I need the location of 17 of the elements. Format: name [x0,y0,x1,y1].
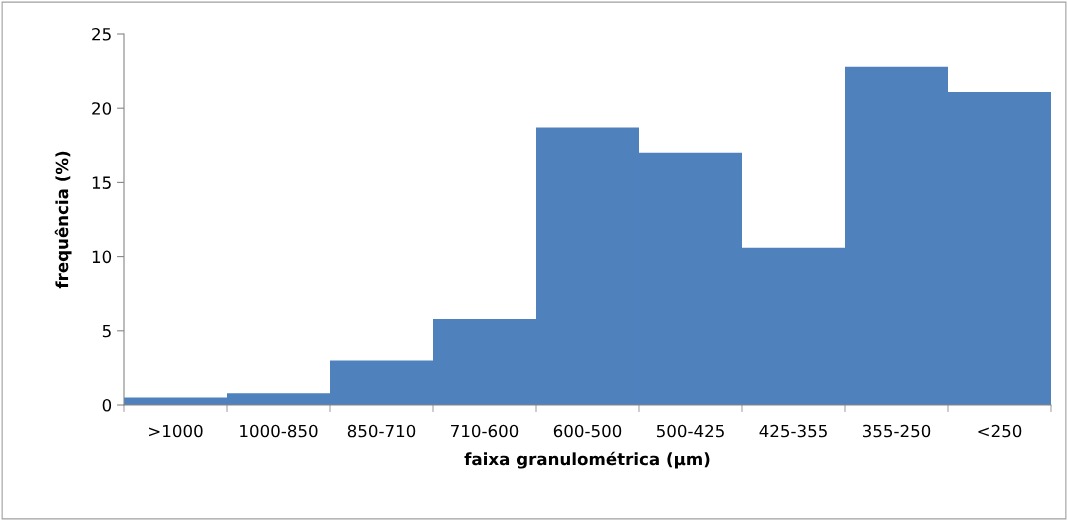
x-tick-label: 710-600 [451,424,519,438]
y-tick-label: 0 [102,398,112,412]
y-tick-label: 5 [102,324,111,338]
x-tick-label: <250 [978,424,1022,438]
x-tick-label: 850-710 [347,424,416,438]
x-tick-label: 355-250 [862,424,931,438]
x-tick-label: 425-355 [759,424,827,438]
x-tick-label: 600-500 [553,424,622,438]
y-tick-label: 25 [92,27,111,41]
y-tick-label: 20 [92,102,112,115]
x-tick-label: 500-425 [656,424,724,438]
x-tick-label: >1000 [149,424,203,438]
x-tick-label: 1000-850 [240,424,318,438]
y-axis-title: frequência (%) [54,151,72,289]
y-tick-label: 10 [92,250,112,264]
y-tick-label: 15 [92,176,111,189]
x-axis-title: faixa granulométrica (μm) [464,451,710,469]
